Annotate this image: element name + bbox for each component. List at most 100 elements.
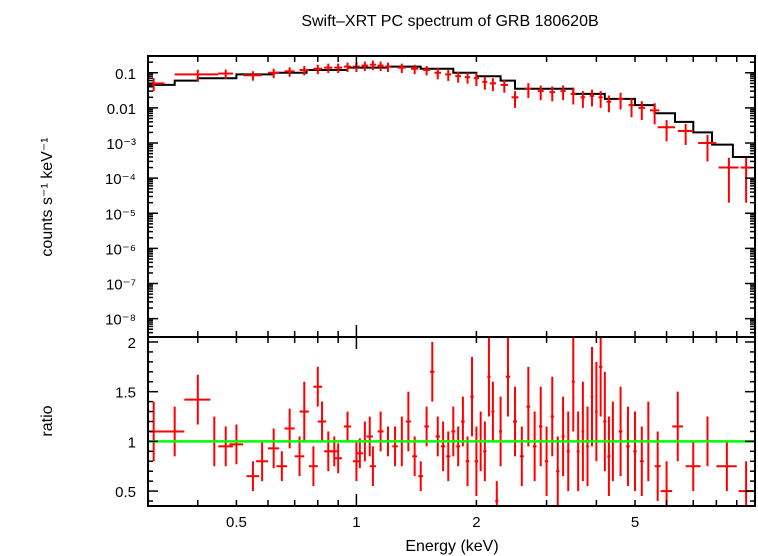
ratio-data-point: [607, 416, 611, 497]
ratio-data-point: [308, 446, 318, 487]
model-line: [148, 65, 755, 158]
spectrum-data-point: [445, 69, 452, 81]
ratio-data-point: [164, 406, 185, 457]
spectrum-data-point: [489, 78, 497, 92]
spectrum-data-point: [334, 63, 342, 74]
spectrum-data-point: [628, 98, 635, 118]
ratio-data-point: [465, 436, 470, 487]
ratio-data-point: [470, 356, 474, 437]
spectrum-y-tick-label: 10⁻⁵: [105, 206, 136, 223]
ratio-data-point: [440, 421, 446, 472]
spectrum-data-point: [718, 157, 739, 203]
spectrum-data-point: [464, 72, 471, 84]
spectrum-data-point: [657, 120, 676, 142]
ratio-data-point: [672, 391, 684, 462]
x-axis-ticks: 0.5 1 2 5: [147, 56, 756, 531]
ratio-data-point: [603, 371, 607, 472]
chart-title: Swift–XRT PC spectrum of GRB 180620B: [301, 13, 598, 30]
spectrum-data-point: [500, 79, 508, 93]
spectrum-data-point: [473, 73, 479, 86]
ratio-data-point: [716, 441, 737, 492]
spectrum-data-point: [677, 123, 694, 145]
spectrum-data-point: [434, 68, 441, 80]
ratio-data-point: [451, 406, 456, 457]
ratio-data-point: [526, 366, 531, 447]
x-axis-label: Energy (keV): [405, 538, 498, 555]
ratio-data-point: [532, 411, 537, 482]
ratio-data-point: [334, 443, 342, 474]
ratio-data-point: [586, 406, 589, 487]
ratio-data-point: [246, 461, 260, 492]
ratio-data-point: [294, 436, 305, 477]
spectrum-data-point: [218, 69, 233, 79]
ratio-data-point: [685, 441, 701, 492]
ratio-data-point: [571, 337, 575, 432]
ratio-frame: [147, 336, 756, 507]
spectrum-data-point: [698, 134, 717, 162]
spectrum-data-point: [740, 157, 752, 203]
spectrum-data-point: [549, 86, 556, 102]
ratio-data-point: [633, 411, 637, 492]
spectrum-data-point: [299, 65, 309, 76]
spectrum-data-point: [482, 76, 488, 90]
ratio-data-point: [566, 411, 570, 492]
spectrum-data-point: [174, 69, 219, 81]
spectrum-y-ticks: 0.1 0.01 10⁻³ 10⁻⁴ 10⁻⁵ 10⁻⁶ 10⁻⁷ 10⁻⁸: [105, 61, 755, 338]
ratio-data-point: [499, 396, 503, 467]
ratio-y-tick-label: 1: [128, 434, 136, 451]
ratio-data-point: [660, 461, 673, 506]
spectrum-data-point: [423, 65, 431, 76]
spectrum-data-point: [267, 68, 280, 79]
ratio-y-axis-label: ratio: [39, 405, 56, 436]
ratio-data-point: [369, 446, 377, 487]
ratio-data-point: [538, 386, 543, 467]
spectrum-data-point: [343, 62, 352, 73]
ratio-data-point: [491, 381, 495, 442]
ratio-data-point: [424, 406, 429, 447]
ratio-data-point: [218, 426, 233, 467]
spectrum-data-point: [649, 103, 660, 125]
ratio-data-point: [595, 361, 598, 462]
ratio-data-point: [356, 438, 364, 469]
ratio-data-point: [313, 366, 323, 407]
ratio-data-point: [474, 426, 479, 497]
ratio-data-point: [343, 411, 352, 442]
ratio-data-point: [512, 386, 518, 457]
spectrum-data-point: [560, 85, 566, 101]
spectrum-data-point: [570, 87, 576, 105]
spectrum-data-point: [324, 63, 333, 74]
spectrum-y-tick-label: 10⁻³: [106, 136, 136, 153]
spectrum-data-point: [377, 61, 384, 72]
ratio-y-tick-label: 2: [128, 335, 136, 352]
ratio-y-ticks: 0.5 1 1.5 2: [115, 335, 755, 502]
spectrum-data-point: [525, 83, 532, 98]
ratio-data-point: [456, 426, 461, 467]
ratio-data-point: [483, 421, 487, 482]
ratio-data-point: [412, 436, 418, 477]
spectrum-y-tick-label: 10⁻⁸: [105, 312, 136, 329]
spectrum-data-point: [537, 85, 544, 101]
x-tick-label: 0.5: [226, 514, 247, 531]
ratio-data-point: [299, 381, 309, 442]
ratio-data-point: [352, 441, 360, 482]
spectrum-data-point: [410, 64, 419, 75]
ratio-data-point: [184, 374, 211, 425]
spectrum-data-point: [361, 61, 369, 72]
spectrum-data-point: [369, 60, 377, 71]
ratio-data-point: [229, 424, 244, 465]
ratio-data-point: [446, 431, 451, 482]
ratio-data-point: [487, 337, 491, 417]
x-tick-label: 5: [631, 514, 639, 531]
spectrum-plot-area: [148, 60, 755, 203]
spectrum-data-point: [243, 71, 263, 81]
ratio-data-point: [430, 341, 435, 402]
spectrum-data-point: [455, 71, 462, 83]
ratio-data-point: [256, 441, 268, 482]
spectrum-data-point: [385, 62, 391, 73]
ratio-data-point: [639, 426, 644, 497]
ratio-data-point: [544, 426, 549, 497]
spectrum-y-axis-label: counts s⁻¹ keV⁻¹: [39, 137, 56, 256]
x-tick-label: 2: [472, 514, 480, 531]
spectrum-data-point: [284, 67, 295, 77]
